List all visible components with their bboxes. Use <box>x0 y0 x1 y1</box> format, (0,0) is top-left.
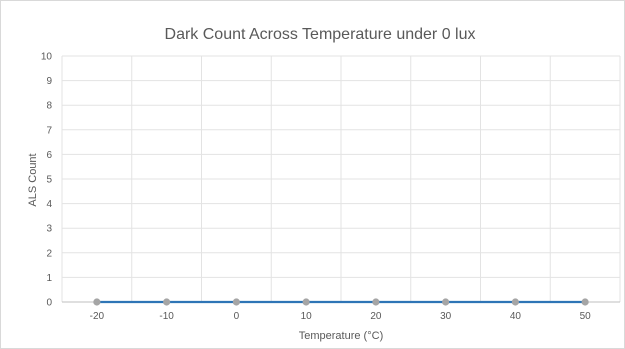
data-point <box>163 298 171 306</box>
x-tick-label: 40 <box>510 311 522 322</box>
y-tick-label: 5 <box>46 175 52 186</box>
x-tick-label: 0 <box>234 311 240 322</box>
data-point <box>372 298 380 306</box>
y-tick-label: 4 <box>46 199 52 210</box>
x-tick-label: 20 <box>370 311 382 322</box>
y-tick-label: 2 <box>46 248 52 259</box>
chart-title: Dark Count Across Temperature under 0 lu… <box>165 26 476 43</box>
x-axis-label: Temperature (°C) <box>299 330 383 342</box>
gridlines <box>61 55 621 303</box>
x-tick-labels: -20 -10 0 10 20 30 40 50 <box>90 311 591 322</box>
x-tick-label: -20 <box>90 311 105 322</box>
y-tick-label: 10 <box>41 52 53 63</box>
y-tick-label: 6 <box>46 150 52 161</box>
data-point <box>511 298 519 306</box>
data-point <box>232 298 240 306</box>
y-tick-label: 9 <box>46 76 52 87</box>
data-series <box>93 298 589 306</box>
y-tick-label: 7 <box>46 125 52 136</box>
data-point <box>302 298 310 306</box>
x-tick-label: -10 <box>159 311 174 322</box>
y-tick-label: 8 <box>46 101 52 112</box>
y-tick-label: 1 <box>46 273 52 284</box>
data-point <box>93 298 101 306</box>
y-tick-label: 3 <box>46 224 52 235</box>
x-tick-label: 10 <box>301 311 313 322</box>
data-point <box>581 298 589 306</box>
y-tick-labels: 0 1 2 3 4 5 6 7 8 9 10 <box>41 52 53 309</box>
x-tick-label: 30 <box>440 311 452 322</box>
data-point <box>442 298 450 306</box>
x-tick-label: 50 <box>580 311 592 322</box>
y-tick-label: 0 <box>46 298 52 309</box>
y-axis-label: ALS Count <box>27 153 39 206</box>
